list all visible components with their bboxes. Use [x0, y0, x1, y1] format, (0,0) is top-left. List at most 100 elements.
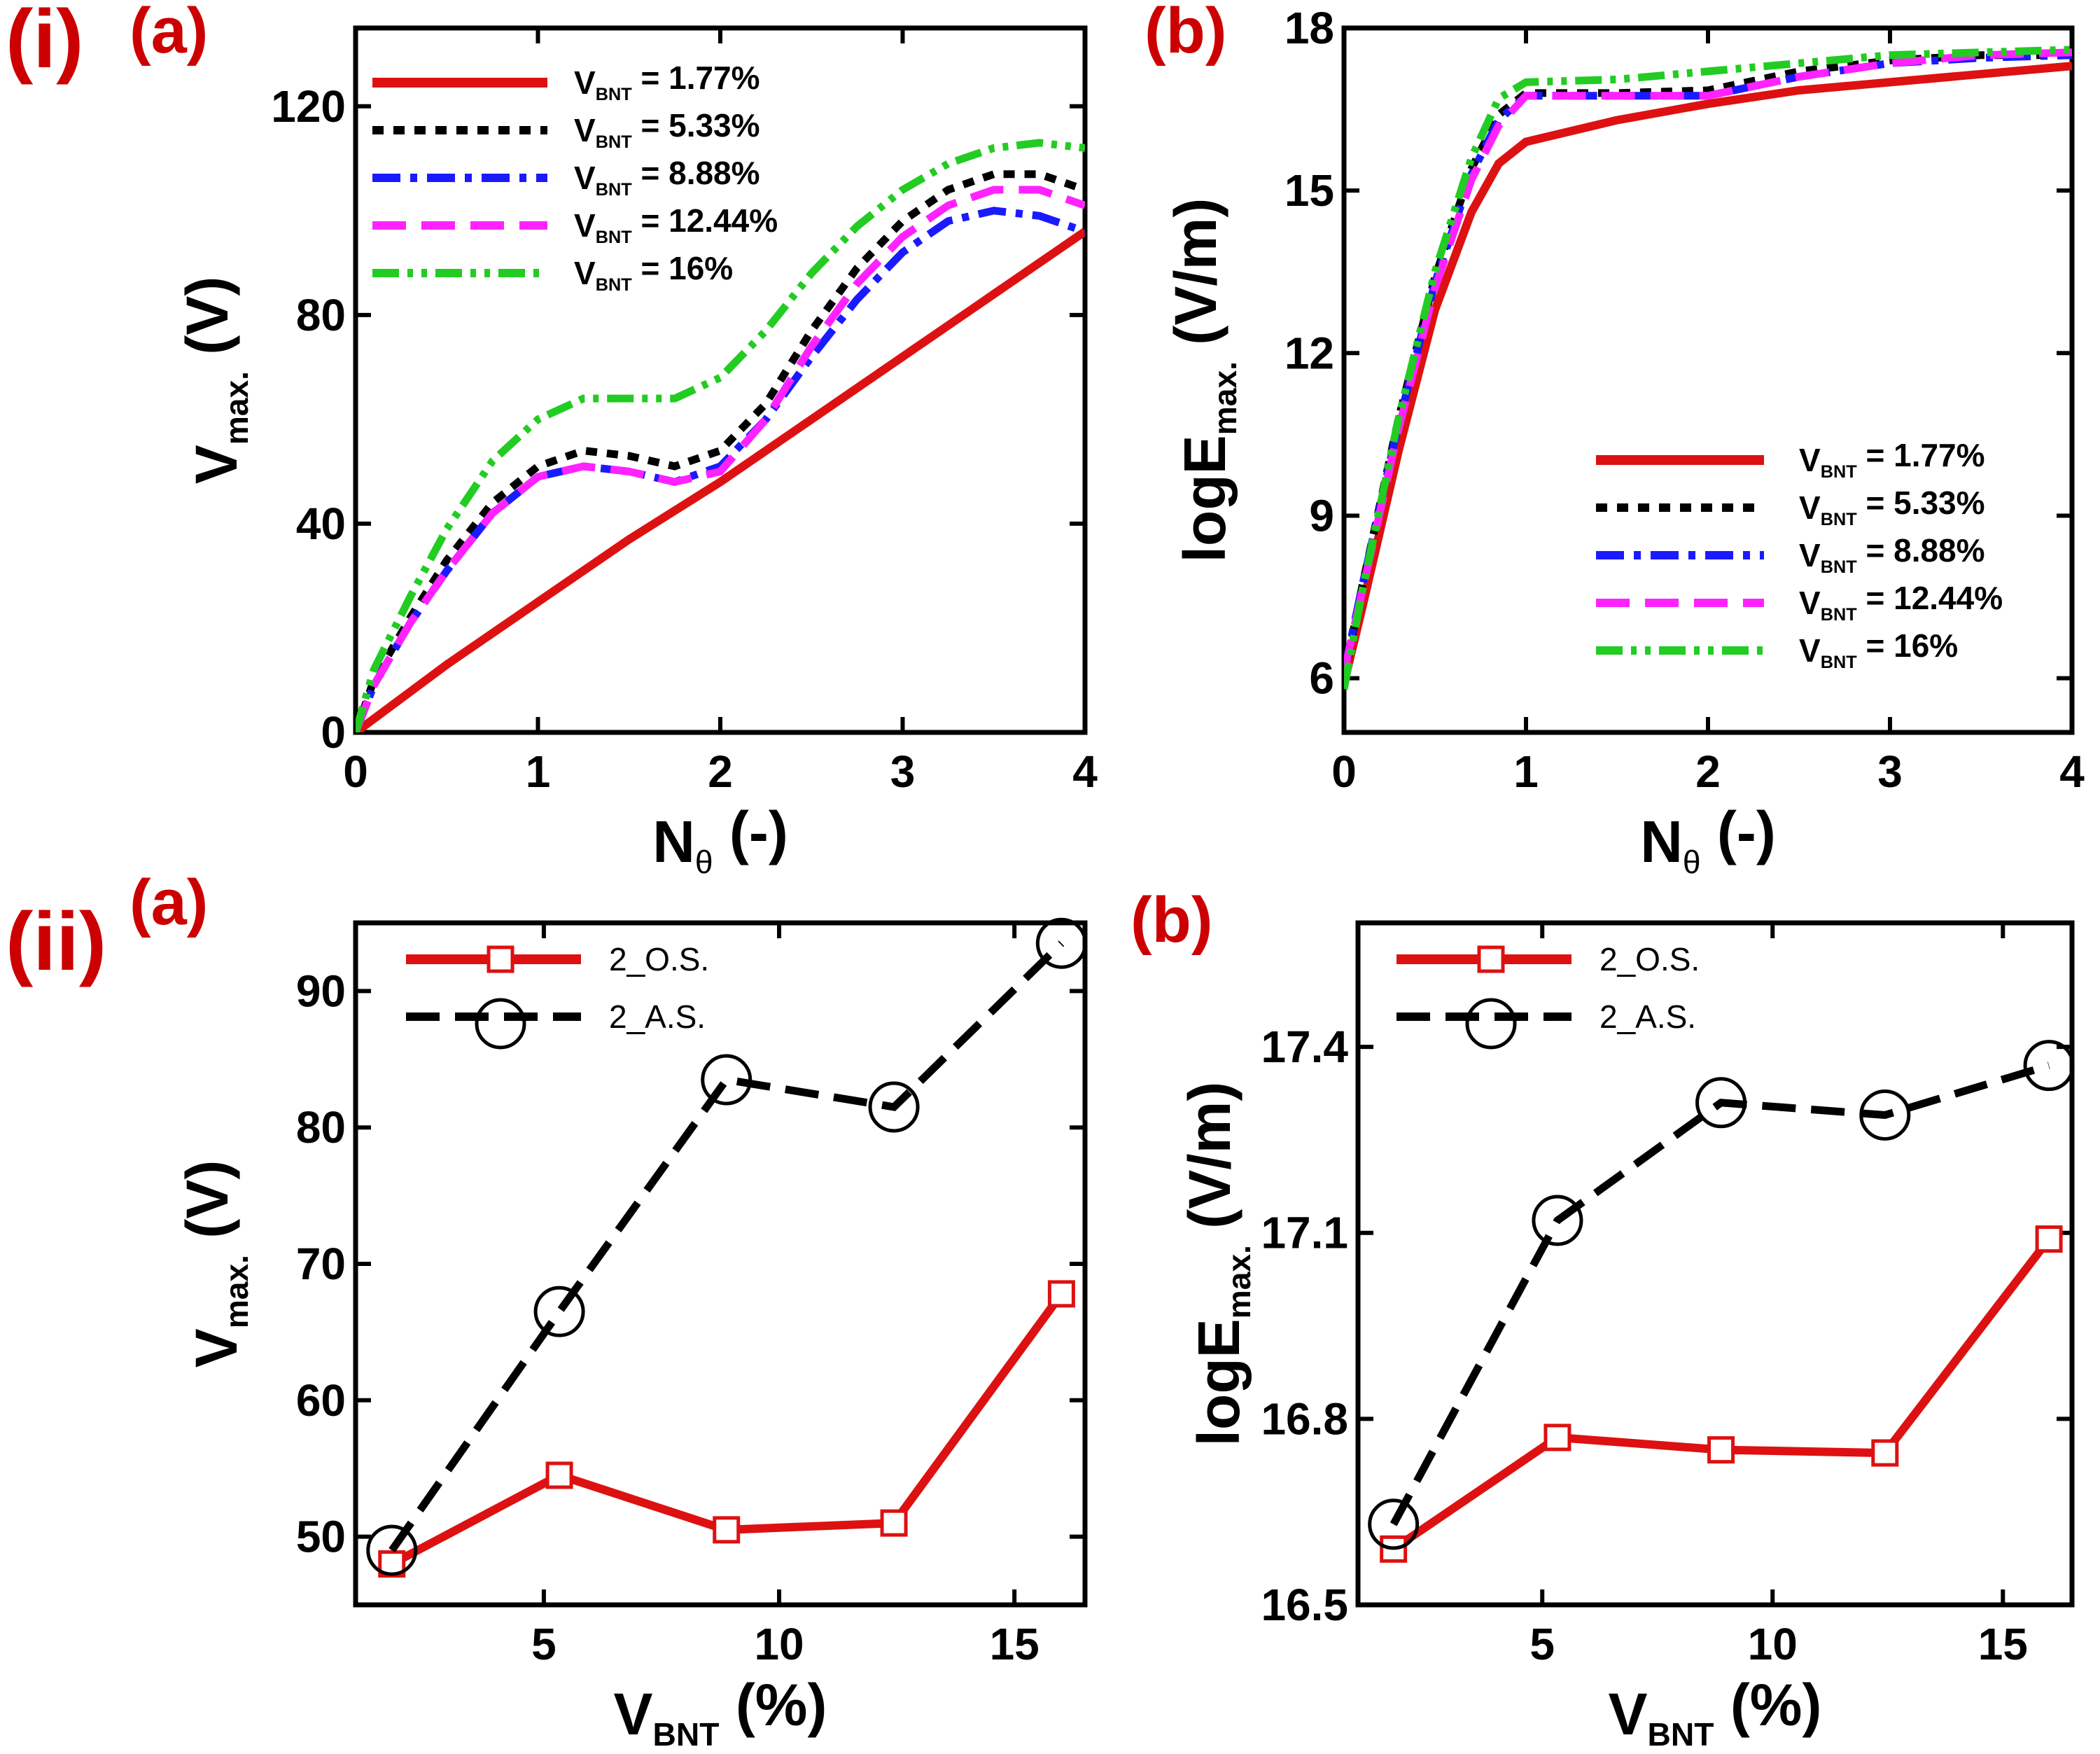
y-axis-label: logEmax. (V/m): [1177, 1082, 1257, 1447]
y-tick-label: 16.8: [1261, 1393, 1348, 1444]
x-tick-label: 0: [1331, 746, 1357, 797]
x-tick-label: 2: [1695, 746, 1721, 797]
x-axis-label: Nθ (-): [1640, 800, 1776, 880]
series-line-1: [1344, 51, 2072, 679]
data-point-circle: [1859, 1089, 1911, 1141]
data-point-circle: [2023, 1040, 2075, 1092]
x-tick-label: 4: [2059, 746, 2085, 797]
series-line-0: [356, 228, 1085, 732]
legend-label-1: 2_A.S.: [609, 998, 706, 1035]
x-tick-label: 3: [890, 746, 916, 797]
y-axis-label: Vmax. (V): [174, 277, 255, 485]
series-line-4: [356, 139, 1085, 732]
panel-label: (a): [130, 867, 208, 938]
data-point-circle: [1532, 1195, 1583, 1246]
legend-label-0: 2_O.S.: [609, 941, 709, 977]
y-tick-label: 40: [296, 499, 346, 549]
x-tick-label: 5: [531, 1619, 556, 1669]
y-tick-label: 80: [296, 1102, 346, 1153]
plot-frame: [1341, 25, 2075, 735]
panel-label: (b): [1144, 0, 1226, 67]
series-line-1: [356, 170, 1085, 732]
y-tick-label: 15: [1284, 165, 1334, 216]
y-tick-label: 12: [1284, 328, 1334, 378]
x-tick-label: 2: [708, 746, 733, 797]
data-point-square: [713, 1516, 741, 1544]
y-tick-label: 9: [1309, 490, 1334, 541]
data-point-square: [2035, 1225, 2063, 1253]
x-tick-label: 15: [1978, 1619, 2028, 1669]
series-line-0: [1344, 62, 2072, 685]
y-tick-label: 17.1: [1261, 1208, 1348, 1258]
data-point-circle: [1035, 917, 1087, 969]
legend-label-4: VBNT = 16%: [574, 250, 733, 295]
y-axis-label: logEmax. (V/m): [1163, 198, 1243, 563]
data-point-square: [545, 1461, 573, 1489]
data-point-circle: [868, 1081, 920, 1133]
series-line-1: [1390, 1062, 2050, 1526]
series-line-3: [356, 186, 1085, 732]
legend-label-1: VBNT = 5.33%: [574, 107, 760, 152]
data-point-square: [1544, 1424, 1572, 1452]
series-line-1: [388, 940, 1065, 1553]
legend-label-0: 2_O.S.: [1600, 941, 1700, 977]
legend-marker-square: [1477, 945, 1505, 973]
x-tick-label: 1: [1513, 746, 1539, 797]
legend-label-1: VBNT = 5.33%: [1799, 485, 1985, 529]
data-point-square: [1707, 1436, 1735, 1464]
data-point-square: [1871, 1439, 1899, 1467]
legend-label-1: 2_A.S.: [1600, 998, 1696, 1035]
legend-label-3: VBNT = 12.44%: [574, 202, 778, 247]
legend-marker-circle: [475, 998, 526, 1050]
x-axis-label: Nθ (-): [652, 800, 788, 880]
legend-label-2: VBNT = 8.88%: [574, 155, 760, 200]
y-tick-label: 80: [296, 290, 346, 340]
y-tick-label: 90: [296, 966, 346, 1016]
chart-panel-2: (a) 5 10 15 50 60 70 80 90 VBNT (%) Vmax. (V) 2_O.S…: [130, 867, 1088, 1753]
panel-label: (a): [130, 0, 208, 67]
data-point-square: [880, 1509, 908, 1537]
y-tick-label: 6: [1309, 653, 1334, 704]
legend-label-4: VBNT = 16%: [1799, 627, 1958, 672]
panel-label: (b): [1130, 884, 1212, 956]
y-tick-label: 70: [296, 1239, 346, 1289]
y-tick-label: 17.4: [1261, 1022, 1348, 1072]
legend-marker-square: [486, 945, 514, 973]
legend-label-3: VBNT = 12.44%: [1799, 580, 2003, 625]
series-line-4: [1344, 46, 2072, 690]
row-label-ii: (ii): [6, 896, 106, 988]
series-line-0: [1391, 1236, 2052, 1553]
y-tick-label: 50: [296, 1512, 346, 1562]
y-tick-label: 120: [271, 81, 346, 132]
data-point-circle: [366, 1524, 418, 1576]
x-axis-label: VBNT (%): [1609, 1672, 1822, 1753]
y-tick-label: 60: [296, 1375, 346, 1426]
data-point-circle: [701, 1054, 752, 1106]
chart-panel-3: (b) 5 10 15 16.5 16.8 17.1 17.4 VBNT (%) logEmax.…: [1130, 884, 2075, 1753]
row-label-i: (i): [6, 0, 83, 85]
x-tick-label: 1: [526, 746, 551, 797]
y-tick-label: 18: [1284, 3, 1334, 53]
data-point-circle: [1368, 1498, 1420, 1550]
x-tick-label: 0: [343, 746, 368, 797]
data-point-circle: [1695, 1077, 1747, 1129]
x-tick-label: 5: [1530, 1619, 1555, 1669]
data-point-square: [1047, 1280, 1075, 1308]
legend-label-2: VBNT = 8.88%: [1799, 532, 1985, 577]
x-tick-label: 15: [990, 1619, 1040, 1669]
x-tick-label: 10: [754, 1619, 804, 1669]
x-tick-label: 10: [1748, 1619, 1798, 1669]
x-axis-label: VBNT (%): [614, 1672, 827, 1753]
legend-label-0: VBNT = 1.77%: [1799, 437, 1985, 482]
legend-label-0: VBNT = 1.77%: [574, 60, 760, 104]
plot-frame: [1355, 920, 2075, 1608]
legend-marker-circle: [1465, 998, 1517, 1050]
y-tick-label: 16.5: [1261, 1580, 1348, 1630]
x-tick-label: 3: [1877, 746, 1903, 797]
data-point-circle: [533, 1286, 585, 1337]
y-axis-label: Vmax. (V): [174, 1160, 255, 1368]
